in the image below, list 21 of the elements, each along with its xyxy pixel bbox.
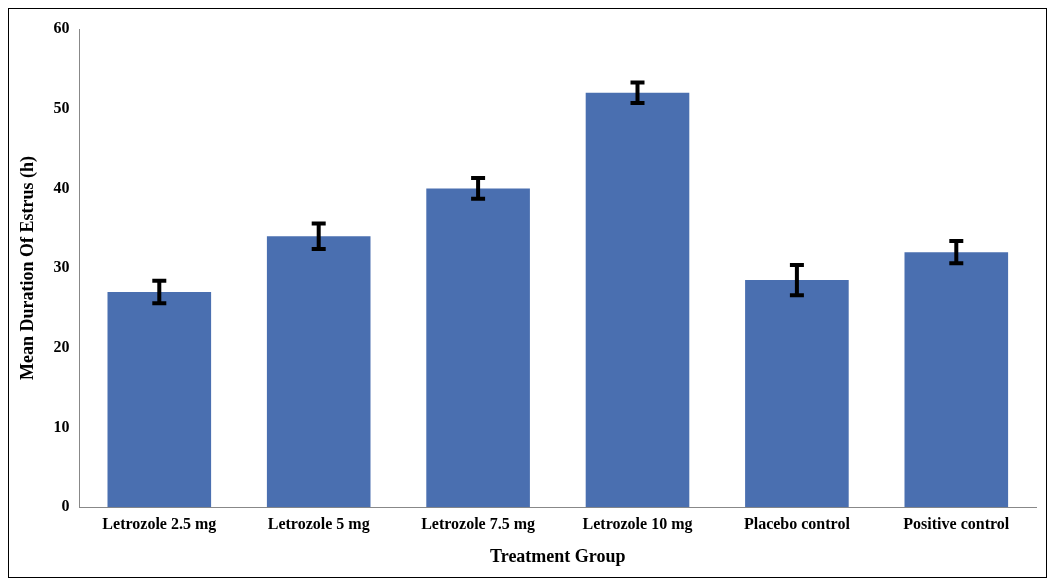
y-tick-label: 40 xyxy=(53,178,70,196)
x-tick-label: Letrozole 10 mg xyxy=(582,514,693,533)
y-tick-label: 60 xyxy=(53,19,70,37)
y-tick-label: 20 xyxy=(53,337,70,355)
bar xyxy=(745,280,849,508)
y-tick-label: 0 xyxy=(61,497,70,515)
y-tick-label: 50 xyxy=(53,98,70,116)
bar xyxy=(107,292,212,508)
x-tick-label: Placebo control xyxy=(743,514,851,532)
x-tick-label: Letrozole 2.5 mg xyxy=(102,514,217,533)
bar xyxy=(904,252,1009,508)
bar xyxy=(266,236,371,508)
x-axis-title: Treatment Group xyxy=(490,545,626,566)
bar xyxy=(585,92,690,508)
x-tick-label: Letrozole 5 mg xyxy=(267,514,370,533)
x-tick-label: Letrozole 7.5 mg xyxy=(421,514,536,533)
bar xyxy=(426,188,530,508)
y-tick-label: 30 xyxy=(53,258,70,276)
y-tick-label: 10 xyxy=(53,417,70,435)
x-tick-label: Positive control xyxy=(903,514,1010,532)
y-axis-title: Mean Duration Of Estrus (h) xyxy=(17,156,39,381)
